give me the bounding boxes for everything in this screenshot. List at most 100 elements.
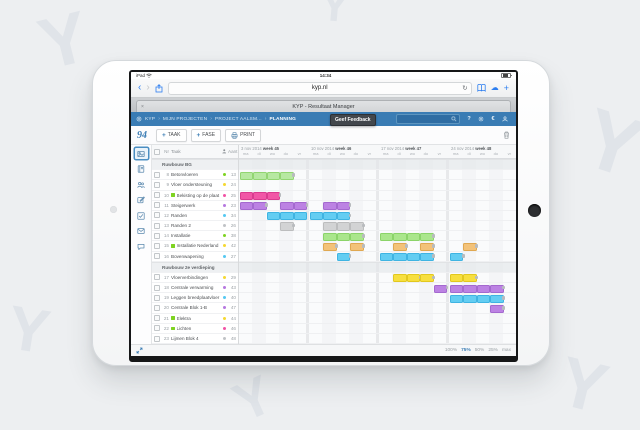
task-row[interactable]: 16 Bovenwapening 27 <box>152 252 238 262</box>
gantt-bar-block[interactable] <box>266 212 281 221</box>
back-icon[interactable]: ‹ <box>138 82 142 93</box>
phase-row[interactable]: Ruwbouw BG <box>152 159 238 171</box>
share-icon[interactable] <box>155 83 163 93</box>
help-icon[interactable]: ? <box>467 116 471 122</box>
row-drag-handle[interactable] <box>154 192 160 199</box>
bar-resize-handle[interactable] <box>292 223 295 228</box>
bar-resize-handle[interactable] <box>362 233 365 238</box>
rail-documents-icon[interactable] <box>134 163 149 176</box>
bar-resize-handle[interactable] <box>475 244 478 248</box>
bar-resize-handle[interactable] <box>348 254 352 258</box>
task-row[interactable]: 13 Randen 2 26 <box>152 221 238 232</box>
toolbar-button-fase[interactable]: + FASE <box>190 128 222 142</box>
gantt-task-row[interactable] <box>239 324 516 334</box>
task-row[interactable]: 15 Installatie Nederland 42 <box>152 241 238 252</box>
breadcrumb-item-project-aalsm-[interactable]: PROJECT AALSM... <box>214 116 262 122</box>
gantt-task-row[interactable] <box>239 241 516 252</box>
row-drag-handle[interactable] <box>154 181 160 188</box>
gantt-bar-block[interactable] <box>393 253 407 262</box>
gantt-bar-block[interactable] <box>433 284 447 293</box>
select-all-checkbox[interactable] <box>154 148 160 155</box>
row-drag-handle[interactable] <box>154 232 160 239</box>
gantt-bar-block[interactable] <box>450 284 464 293</box>
row-drag-handle[interactable] <box>154 222 160 229</box>
bar-resize-handle[interactable] <box>432 254 435 258</box>
gantt-phase-row[interactable] <box>239 159 516 171</box>
browser-tab[interactable]: × KYP - Resultaat Manager <box>136 100 511 113</box>
bar-resize-handle[interactable] <box>305 203 309 208</box>
gantt-bar-block[interactable] <box>450 274 464 283</box>
gantt-task-row[interactable] <box>239 191 516 201</box>
bar-resize-handle[interactable] <box>335 244 338 248</box>
task-row[interactable]: 22 Lichten 46 <box>152 324 238 334</box>
zoom-level-50[interactable]: 50% <box>474 348 485 353</box>
gantt-task-row[interactable] <box>239 273 516 284</box>
task-row[interactable]: 8 Betonvloeren 13 <box>152 170 238 181</box>
row-drag-handle[interactable] <box>154 284 160 291</box>
gantt-bar-block[interactable] <box>463 294 477 303</box>
task-row[interactable]: 18 Centrale verwarming 43 <box>152 283 238 294</box>
url-field[interactable]: kyp.nl ↻ <box>167 81 472 95</box>
gantt-bar-block[interactable] <box>323 232 337 241</box>
zoom-level-max[interactable]: max <box>501 348 511 353</box>
row-drag-handle[interactable] <box>154 335 160 342</box>
gantt-bar-block[interactable] <box>380 232 394 241</box>
row-drag-handle[interactable] <box>154 202 160 209</box>
row-drag-handle[interactable] <box>154 212 160 219</box>
home-button[interactable] <box>528 204 541 217</box>
bar-resize-handle[interactable] <box>278 193 282 197</box>
phase-row[interactable]: Ruwbouw 2e verdieping <box>152 261 238 273</box>
gantt-task-row[interactable] <box>239 211 516 222</box>
gantt-task-row[interactable] <box>239 170 516 181</box>
bar-resize-handle[interactable] <box>502 306 505 310</box>
row-drag-handle[interactable] <box>154 315 160 322</box>
row-drag-handle[interactable] <box>154 253 160 260</box>
bar-resize-handle[interactable] <box>362 244 365 248</box>
refresh-icon[interactable]: ↻ <box>462 85 468 92</box>
gantt-task-row[interactable] <box>239 314 516 324</box>
rail-mail-icon[interactable] <box>134 225 149 238</box>
task-row[interactable]: 21 Elektra 44 <box>152 314 238 324</box>
bar-resize-handle[interactable] <box>432 233 435 238</box>
zoom-level-100[interactable]: 100% <box>444 348 458 353</box>
gantt-task-row[interactable] <box>239 303 516 314</box>
gantt-bar-block[interactable] <box>476 294 491 303</box>
bar-resize-handle[interactable] <box>475 275 478 280</box>
gantt-bar-block[interactable] <box>336 222 351 231</box>
gantt-bar-block[interactable] <box>336 232 351 241</box>
rail-chat-icon[interactable] <box>134 240 149 253</box>
gantt-phase-row[interactable] <box>239 261 516 273</box>
breadcrumb-item-mijn-projecten[interactable]: MIJN PROJECTEN <box>162 116 208 122</box>
gantt-bar-block[interactable] <box>393 232 407 241</box>
gantt-bar-block[interactable] <box>253 191 267 201</box>
task-row[interactable]: 14 Installatie 38 <box>152 231 238 242</box>
expand-icon[interactable] <box>136 347 143 354</box>
gantt-bar-block[interactable] <box>253 171 267 180</box>
gantt-task-row[interactable] <box>239 201 516 211</box>
task-row[interactable]: 23 Lijmen Blok 4 48 <box>152 334 238 345</box>
bar-resize-handle[interactable] <box>265 203 268 208</box>
rail-planning-icon[interactable] <box>133 147 149 160</box>
gantt-bar-block[interactable] <box>450 294 464 303</box>
rail-tasks-icon[interactable] <box>134 209 149 222</box>
row-drag-handle[interactable] <box>154 171 160 178</box>
gantt-bar-block[interactable] <box>240 191 254 201</box>
row-drag-handle[interactable] <box>154 325 160 332</box>
gantt-task-row[interactable] <box>239 293 516 304</box>
task-row[interactable]: 10 Bekisting op de plaat 25 <box>152 191 238 201</box>
row-drag-handle[interactable] <box>154 242 160 249</box>
tab-close-icon[interactable]: × <box>141 104 144 110</box>
bar-resize-handle[interactable] <box>502 285 505 290</box>
gantt-bar-block[interactable] <box>310 212 324 221</box>
trash-button[interactable] <box>503 131 510 139</box>
gantt-task-row[interactable] <box>239 180 516 191</box>
rail-edit-icon[interactable] <box>134 194 149 207</box>
task-row[interactable]: 20 Centrale Blok 1-B 47 <box>152 303 238 314</box>
task-row[interactable]: 17 Vloerverbindingen 29 <box>152 273 238 284</box>
gantt-task-row[interactable] <box>239 221 516 232</box>
breadcrumb-item-kyp[interactable]: KYP <box>145 116 156 122</box>
search-input[interactable] <box>396 114 460 124</box>
task-row[interactable]: 11 Steigerwerk 23 <box>152 201 238 211</box>
gantt-bar-block[interactable] <box>240 171 254 180</box>
forward-icon[interactable]: › <box>146 82 150 93</box>
